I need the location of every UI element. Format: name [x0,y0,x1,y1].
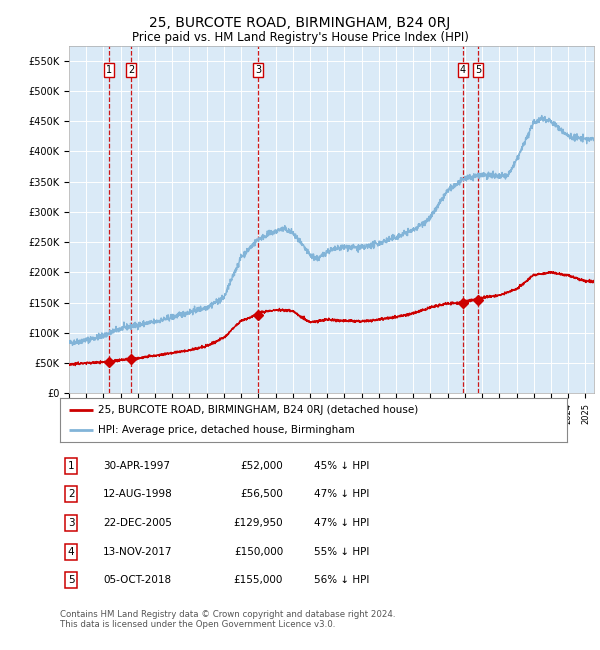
Text: 1: 1 [68,461,74,471]
Text: 4: 4 [68,547,74,556]
Text: £150,000: £150,000 [234,547,283,556]
Text: 47% ↓ HPI: 47% ↓ HPI [314,489,369,499]
Text: 05-OCT-2018: 05-OCT-2018 [103,575,171,585]
Text: 45% ↓ HPI: 45% ↓ HPI [314,461,369,471]
Text: 22-DEC-2005: 22-DEC-2005 [103,518,172,528]
Text: 1: 1 [106,65,112,75]
Text: 3: 3 [255,65,261,75]
Text: 12-AUG-1998: 12-AUG-1998 [103,489,173,499]
Text: £56,500: £56,500 [240,489,283,499]
Text: £155,000: £155,000 [234,575,283,585]
Text: 13-NOV-2017: 13-NOV-2017 [103,547,173,556]
Text: 56% ↓ HPI: 56% ↓ HPI [314,575,369,585]
Text: 5: 5 [475,65,481,75]
Text: 5: 5 [68,575,74,585]
Text: 25, BURCOTE ROAD, BIRMINGHAM, B24 0RJ (detached house): 25, BURCOTE ROAD, BIRMINGHAM, B24 0RJ (d… [98,405,418,415]
Text: £52,000: £52,000 [241,461,283,471]
Text: 47% ↓ HPI: 47% ↓ HPI [314,518,369,528]
Text: £129,950: £129,950 [233,518,283,528]
Text: 4: 4 [460,65,466,75]
Text: 3: 3 [68,518,74,528]
Text: 55% ↓ HPI: 55% ↓ HPI [314,547,369,556]
Text: HPI: Average price, detached house, Birmingham: HPI: Average price, detached house, Birm… [98,425,355,435]
Text: 25, BURCOTE ROAD, BIRMINGHAM, B24 0RJ: 25, BURCOTE ROAD, BIRMINGHAM, B24 0RJ [149,16,451,31]
Text: 2: 2 [128,65,134,75]
Text: Price paid vs. HM Land Registry's House Price Index (HPI): Price paid vs. HM Land Registry's House … [131,31,469,44]
Text: 2: 2 [68,489,74,499]
Text: Contains HM Land Registry data © Crown copyright and database right 2024.
This d: Contains HM Land Registry data © Crown c… [60,610,395,629]
Text: 30-APR-1997: 30-APR-1997 [103,461,170,471]
